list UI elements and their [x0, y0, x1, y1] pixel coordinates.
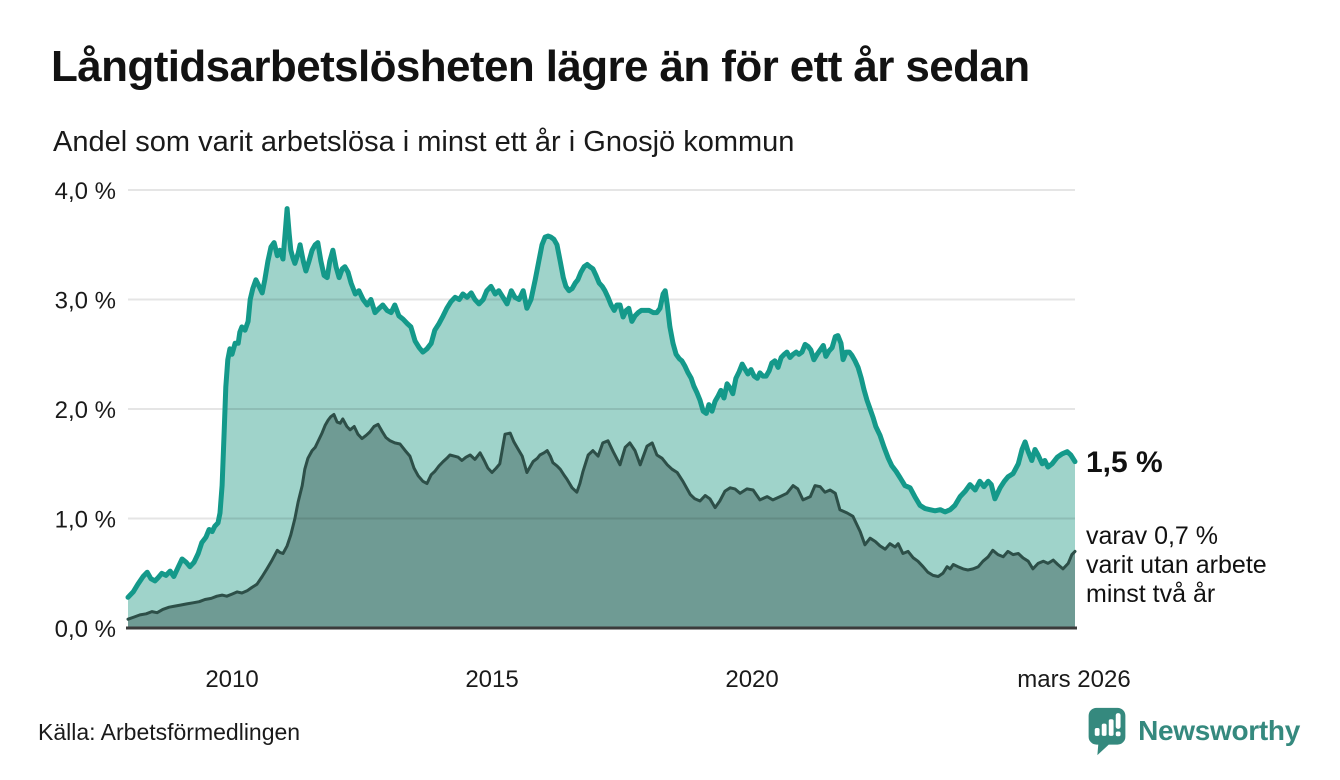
annotation-line: varit utan arbete	[1086, 551, 1267, 579]
series-area-1	[128, 414, 1075, 628]
chart-subtitle: Andel som varit arbetslösa i minst ett å…	[53, 126, 795, 158]
x-tick-label: 2010	[205, 666, 258, 693]
latest-value-annotation: 1,5 %	[1086, 446, 1163, 479]
y-tick-label: 4,0 %	[55, 178, 116, 205]
y-tick-label: 2,0 %	[55, 397, 116, 424]
newsworthy-icon	[1088, 707, 1126, 756]
x-tick-label: 2015	[465, 666, 518, 693]
y-tick-label: 3,0 %	[55, 288, 116, 315]
page-title: Långtidsarbetslösheten lägre än för ett …	[51, 42, 1030, 91]
y-tick-label: 1,0 %	[55, 507, 116, 534]
series-line-1	[126, 413, 1077, 621]
x-tick-label: mars 2026	[1017, 666, 1130, 693]
annotation-line: varav 0,7 %	[1086, 522, 1219, 550]
two-year-annotation: varav 0,7 % varit utan arbete minst två …	[1086, 522, 1267, 609]
annotation-line: minst två år	[1086, 580, 1216, 608]
newsworthy-wordmark: Newsworthy	[1138, 715, 1300, 746]
y-tick-label: 0,0 %	[55, 616, 116, 643]
newsworthy-logo: Newsworthy	[1086, 706, 1300, 756]
series-line-0	[125, 206, 1078, 600]
source-label: Källa: Arbetsförmedlingen	[38, 719, 301, 745]
x-tick-label: 2020	[725, 666, 778, 693]
